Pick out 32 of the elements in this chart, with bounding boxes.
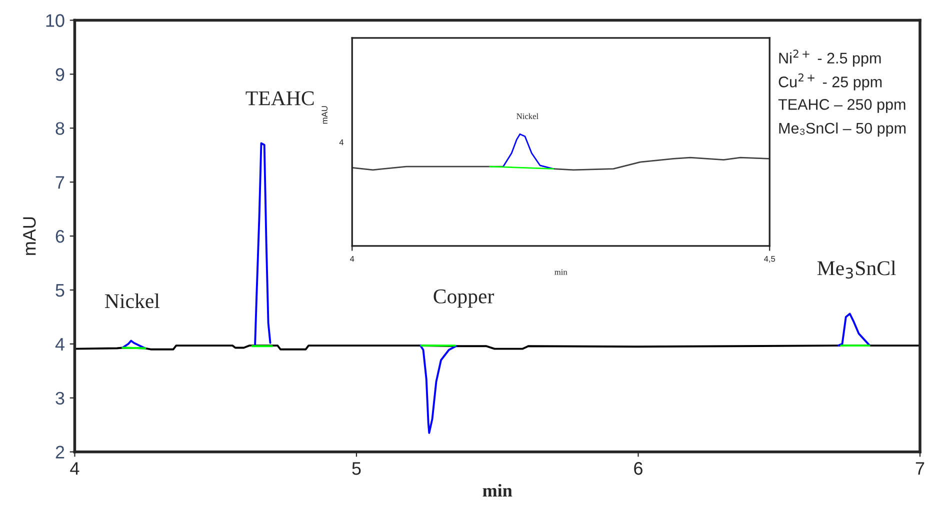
y-tick-label: 7 (56, 176, 64, 189)
annotation: Me$_{3}$SnCl (817, 260, 896, 279)
annotation: Me₃SnCl – 50 ppm (779, 122, 906, 137)
y-tick-label: 10 (46, 14, 64, 27)
y-tick-label: 5 (56, 284, 64, 297)
x-tick-label: 4 (70, 462, 80, 475)
x-tick-label: 7 (916, 462, 924, 475)
annotation: Cu$^{2+}$ - 25 ppm (778, 73, 882, 90)
line-series (122, 340, 146, 350)
annotation: TEAHC (246, 91, 314, 106)
annotation: Nickel (516, 113, 538, 120)
annotation: 4 (339, 139, 344, 146)
y-tick-label: 8 (56, 122, 64, 135)
x-axis-title: min (482, 484, 512, 496)
annotation: TEAHC – 250 ppm (778, 99, 906, 113)
annotation: Nickel (105, 294, 160, 308)
x-tick-label: 6 (634, 462, 642, 475)
y-tick-label: 4 (55, 338, 64, 350)
y-axis-title: mAU (23, 217, 36, 255)
x-tick-label: 4,5 (764, 256, 776, 263)
x-axis-title: min (554, 269, 568, 275)
annotation: Copper (434, 289, 494, 308)
y-axis-title: mAU (322, 106, 328, 124)
y-tick-label: 3 (56, 392, 64, 405)
annotation: Ni$^{2+}$ - 2.5 ppm (779, 50, 881, 67)
line-series (254, 142, 272, 346)
line-series (837, 312, 870, 347)
line-series (419, 344, 457, 434)
y-tick-label: 6 (56, 230, 64, 243)
y-tick-label: 9 (56, 68, 64, 81)
y-tick-label: 2 (56, 446, 64, 458)
x-tick-label: 5 (352, 462, 361, 475)
